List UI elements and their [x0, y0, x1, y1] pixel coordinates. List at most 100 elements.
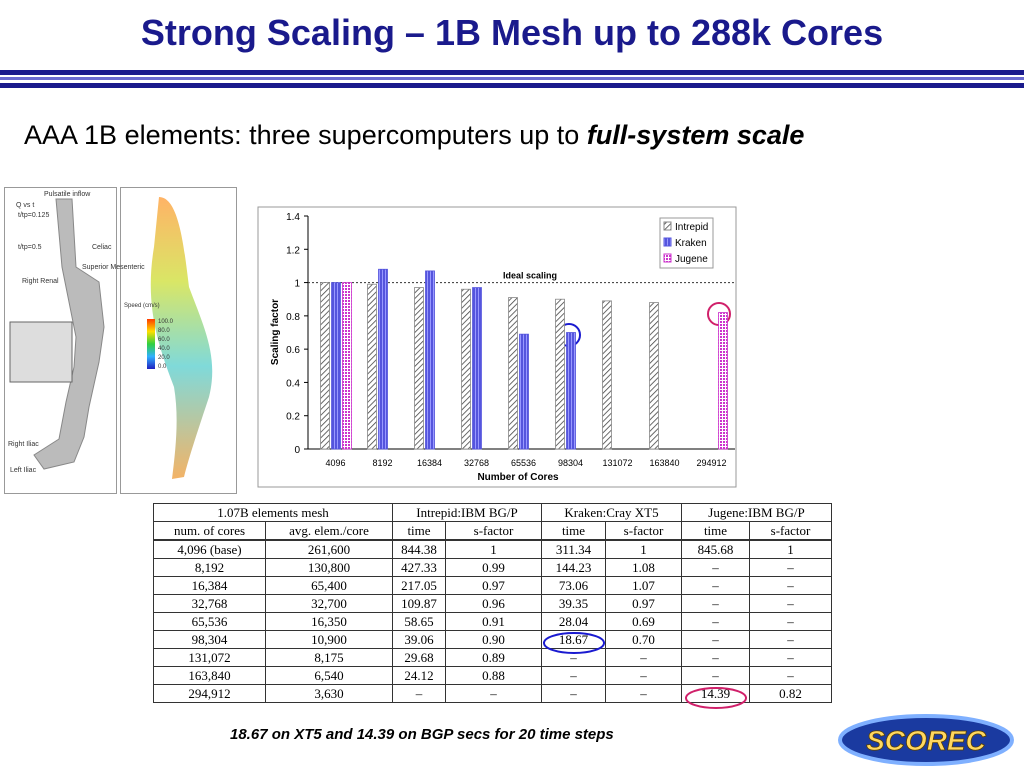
y-tick-label: 0.4 [286, 378, 300, 389]
table-cell: 39.35 [541, 594, 606, 613]
table-cell: 0.70 [605, 630, 682, 649]
table-cell: 0.97 [605, 594, 682, 613]
table-row: 32,768 32,700 109.87 0.96 39.35 0.97– – [153, 594, 832, 613]
table-cell: – [681, 558, 750, 577]
figure-label: t/tp=0.5 [18, 244, 42, 251]
table-cell: – [445, 684, 542, 703]
table-cell: – [605, 648, 682, 667]
x-tick-label: 4096 [325, 458, 345, 468]
vessel [33, 198, 105, 470]
stripe [0, 83, 1024, 88]
table-cell: 32,768 [153, 594, 266, 613]
table-cell: 0.69 [605, 612, 682, 631]
table-cell: 0.96 [445, 594, 542, 613]
table-cell: 1 [749, 539, 832, 559]
table-cell: – [681, 576, 750, 595]
bar [602, 300, 612, 450]
bar [320, 282, 330, 450]
x-tick-label: 65536 [511, 458, 536, 468]
table-cell: – [392, 684, 446, 703]
figure-label: 20.0 [158, 355, 170, 361]
y-tick-label: 0.6 [286, 345, 300, 356]
bar [649, 302, 659, 450]
table-cell: 16,350 [265, 612, 393, 631]
table-cell: time [541, 521, 606, 541]
table-cell: 24.12 [392, 666, 446, 685]
vessel-speed [150, 197, 213, 479]
table-cell: 217.05 [392, 576, 446, 595]
table-cell: s-factor [749, 521, 832, 541]
table-cell: 1 [445, 539, 542, 559]
x-tick-label: 32768 [464, 458, 489, 468]
table-cell: 98,304 [153, 630, 266, 649]
table-row: 8,192 130,800 427.33 0.99 144.23 1.08– – [153, 558, 832, 577]
x-axis-label: Number of Cores [477, 472, 559, 483]
table-cell: Jugene:IBM BG/P [681, 503, 832, 522]
legend-label: Kraken [675, 238, 707, 249]
table-cell: 73.06 [541, 576, 606, 595]
table-cell: – [749, 612, 832, 631]
x-tick-label: 16384 [417, 458, 442, 468]
y-tick-label: 0.8 [286, 312, 300, 323]
table-cell: 0.99 [445, 558, 542, 577]
table-cell: Kraken:Cray XT5 [541, 503, 682, 522]
table-cell: 18.67 [541, 630, 606, 649]
table-row: 16,384 65,400 217.05 0.97 73.06 1.07– – [153, 576, 832, 595]
table-cell: – [749, 576, 832, 595]
y-tick-label: 1.4 [286, 212, 300, 223]
y-tick-label: 0 [294, 445, 300, 456]
legend-swatch [663, 237, 672, 247]
legend-label: Jugene [675, 254, 708, 265]
chart: Scaling factor Number of Cores 0 0.2 0.4 0.… [257, 206, 737, 488]
figure-label: Right Iliac [8, 441, 39, 448]
table-cell: 144.23 [541, 558, 606, 577]
table-cell: 39.06 [392, 630, 446, 649]
bar [342, 282, 352, 450]
figure-label: Celiac [92, 244, 112, 251]
table-cell: 28.04 [541, 612, 606, 631]
figure-label: 0.0 [158, 364, 167, 370]
color-bar [147, 319, 155, 369]
table-cell: 1 [605, 539, 682, 559]
figure-label: Superior Mesenteric [82, 264, 145, 271]
bar [566, 332, 576, 450]
table-cell: 1.08 [605, 558, 682, 577]
table-cell: 845.68 [681, 539, 750, 559]
table-cell: 0.90 [445, 630, 542, 649]
bar [508, 297, 518, 450]
table-cell: 0.97 [445, 576, 542, 595]
y-axis-label: Scaling factor [270, 299, 281, 365]
table-cell: 0.88 [445, 666, 542, 685]
slide-title: Strong Scaling – 1B Mesh up to 288k Core… [140, 12, 884, 53]
table-cell: 6,540 [265, 666, 393, 685]
table-cell: – [749, 666, 832, 685]
table-cell: 1.07 [605, 576, 682, 595]
table-cell: – [605, 684, 682, 703]
figure-label: 60.0 [158, 337, 170, 343]
figure-label: Q vs t [16, 202, 34, 209]
table-cell: 1.07B elements mesh [153, 503, 393, 522]
legend-swatch [663, 253, 672, 263]
bar [425, 270, 435, 450]
table-cell: – [541, 666, 606, 685]
subtitle: AAA 1B elements: three supercomputers up… [24, 120, 804, 151]
table-cell: avg. elem./core [265, 521, 393, 541]
table-cell: 16,384 [153, 576, 266, 595]
reference-label: Ideal scaling [503, 271, 557, 281]
y-tick-label: 1.2 [286, 245, 300, 256]
table-cell: 109.87 [392, 594, 446, 613]
bar [367, 283, 377, 450]
table-cell: 58.65 [392, 612, 446, 631]
inset [9, 321, 73, 383]
table-cell: 32,700 [265, 594, 393, 613]
table-cell: 261,600 [265, 539, 393, 559]
table-cell: – [681, 666, 750, 685]
y-tick-label: 1 [294, 279, 300, 290]
stripe [0, 77, 1024, 80]
table-cell: 163,840 [153, 666, 266, 685]
table-cell: – [605, 666, 682, 685]
figure-label: Speed (cm/s) [124, 303, 160, 309]
results-table: 1.07B elements mesh Intrepid:IBM BG/P Krak… [153, 503, 832, 703]
table-row: num. of cores avg. elem./core time s-factor… [153, 521, 832, 541]
